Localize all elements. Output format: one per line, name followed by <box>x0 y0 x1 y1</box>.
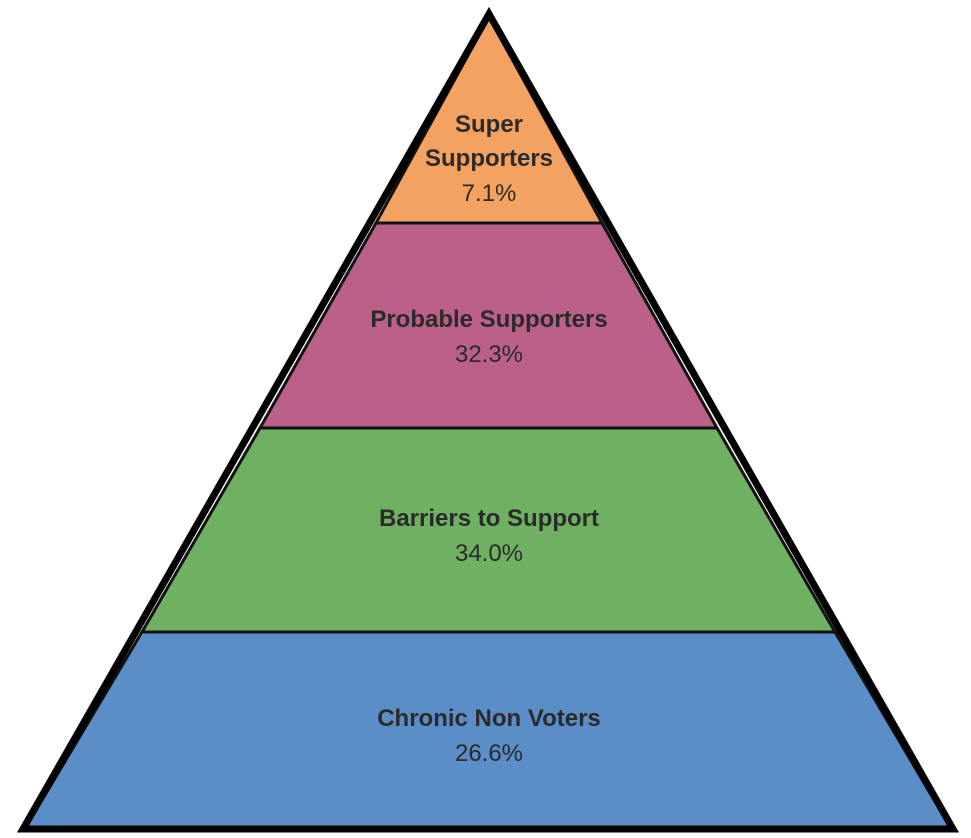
tier-value-probable-supporters: 32.3% <box>455 341 523 368</box>
tier-value-barriers-to-support: 34.0% <box>455 540 523 567</box>
tier-label-probable-supporters: Probable Supporters <box>370 306 607 333</box>
tier-value-chronic-non-voters: 26.6% <box>455 740 523 767</box>
tier-label-chronic-non-voters: Chronic Non Voters <box>377 705 601 732</box>
tier-value-super-supporters: 7.1% <box>462 180 517 207</box>
tier-label-barriers-to-support: Barriers to Support <box>379 505 599 532</box>
pyramid-outline <box>16 6 960 833</box>
tier-label-super-supporters-line2: Supporters <box>425 145 553 172</box>
tier-label-super-supporters-line1: Super <box>455 111 523 138</box>
